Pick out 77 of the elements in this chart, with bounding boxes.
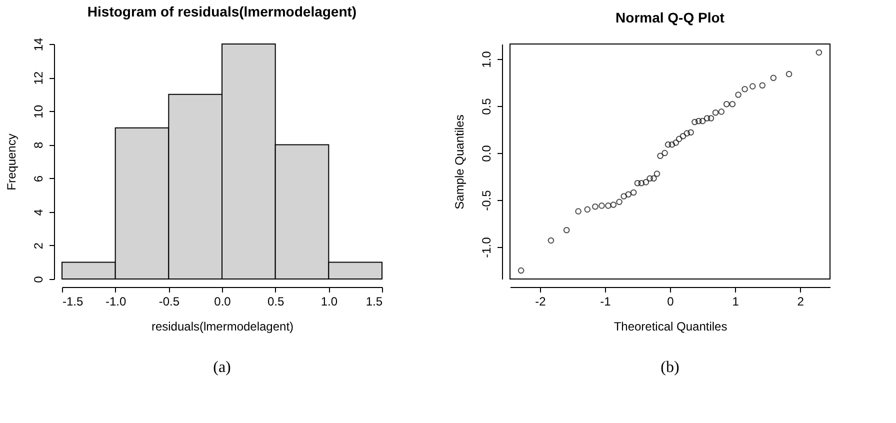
point: [630, 189, 637, 196]
point: [563, 226, 570, 234]
point: [688, 129, 694, 136]
point: [749, 83, 756, 90]
x-tick-label: -1.5: [62, 294, 84, 308]
point: [704, 115, 710, 122]
point: [584, 206, 591, 213]
point: [605, 202, 612, 209]
y-tick-label: 0.0: [480, 144, 494, 162]
point: [575, 208, 582, 214]
y-axis-title: Frequency: [4, 134, 18, 190]
point: [684, 130, 690, 136]
point: [654, 170, 660, 177]
point: [662, 150, 668, 156]
x-tick-label: -1: [600, 294, 612, 308]
x-tick-label: 0: [667, 294, 674, 308]
x-tick-label: 2: [797, 294, 804, 308]
y-tick-label: 14: [32, 38, 46, 52]
chart-title: Normal Q-Q Plot: [616, 10, 725, 26]
point: [672, 140, 679, 146]
x-tick-label: 1.5: [366, 294, 383, 308]
point: [625, 191, 632, 198]
chart-title: Histogram of residuals(lmermodelagent): [87, 3, 357, 20]
point: [646, 175, 653, 182]
y-tick-label: 8: [32, 142, 46, 149]
y-tick-label: 1.0: [480, 50, 494, 68]
point: [642, 179, 650, 186]
x-tick-label: -2: [535, 294, 546, 308]
point: [718, 108, 725, 115]
point: [548, 237, 554, 244]
point: [699, 118, 706, 124]
point: [598, 202, 605, 209]
y-tick-label: 4: [32, 208, 46, 216]
x-tick-label: 0.5: [267, 294, 284, 308]
point: [650, 175, 657, 182]
point: [695, 118, 702, 124]
point: [638, 180, 645, 186]
point: [680, 132, 686, 140]
y-tick-label: 0: [32, 276, 46, 283]
point: [723, 101, 730, 108]
point: [712, 109, 719, 116]
point: [742, 86, 748, 92]
x-tick-label: 1: [732, 294, 740, 308]
point: [620, 193, 627, 200]
y-tick-label: 10: [32, 104, 46, 118]
x-tick-label: -1.0: [105, 294, 126, 308]
point: [708, 115, 714, 122]
point: [759, 82, 766, 88]
y-tick-label: -1.0: [480, 236, 494, 258]
x-tick-label: -0.5: [158, 294, 180, 308]
point: [664, 141, 672, 148]
point: [518, 267, 524, 274]
point: [816, 49, 822, 56]
point: [770, 74, 777, 81]
point: [692, 118, 698, 126]
y-tick-label: 2: [32, 242, 46, 250]
y-axis-title: Sample Quantiles: [452, 114, 466, 210]
point: [668, 141, 676, 148]
text: (b): [660, 359, 680, 376]
point: [735, 92, 742, 98]
point: [786, 70, 792, 78]
text: (a): [213, 359, 231, 376]
point: [676, 136, 682, 142]
x-axis-title: Theoretical Quantiles: [614, 320, 728, 334]
point: [634, 180, 641, 186]
x-axis-title: residuals(lmermodelagent): [151, 320, 294, 334]
point: [729, 101, 736, 108]
y-tick-label: 12: [32, 71, 46, 85]
y-tick-label: -0.5: [480, 190, 494, 211]
point: [610, 202, 617, 208]
x-tick-label: 0.0: [214, 294, 232, 308]
point: [616, 198, 622, 206]
x-tick-label: 1.0: [320, 294, 338, 308]
y-tick-label: 0.5: [480, 98, 494, 115]
y-tick-label: 6: [32, 175, 46, 182]
point: [657, 152, 664, 159]
point: [592, 203, 598, 210]
